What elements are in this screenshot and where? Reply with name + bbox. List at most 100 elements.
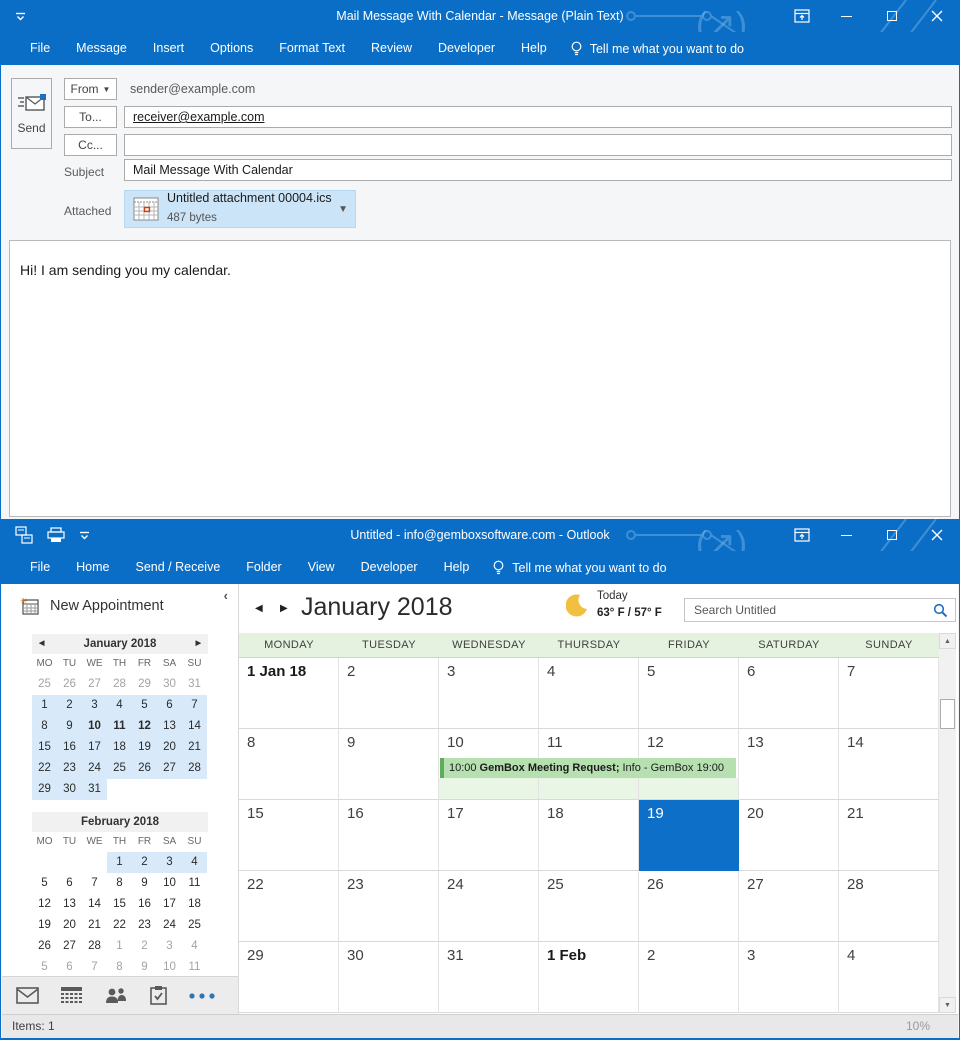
mini-date-cell[interactable]: 25 bbox=[107, 758, 132, 779]
mini-date-cell[interactable]: 9 bbox=[141, 961, 148, 973]
collapse-sidebar-icon[interactable]: ‹ bbox=[223, 588, 228, 603]
mini-date-cell[interactable]: 21 bbox=[182, 737, 207, 758]
mini-date-cell[interactable]: 10 bbox=[163, 877, 176, 889]
tasks-module-icon[interactable] bbox=[150, 986, 167, 1005]
menu-tab-send-receive[interactable]: Send / Receive bbox=[135, 560, 221, 574]
mini-date-cell[interactable]: 31 bbox=[188, 678, 201, 690]
next-month-icon[interactable]: ▶ bbox=[195, 640, 201, 647]
scroll-down-icon[interactable]: ▼ bbox=[939, 997, 956, 1013]
mini-date-cell[interactable]: 17 bbox=[82, 737, 107, 758]
mini-date-cell[interactable]: 13 bbox=[63, 898, 76, 910]
ribbon-display-options-icon[interactable] bbox=[779, 0, 824, 32]
calendar-day-cell[interactable]: 14 bbox=[839, 729, 939, 800]
vertical-scrollbar[interactable]: ▲ ▼ bbox=[939, 633, 956, 1013]
calendar-day-cell[interactable]: 30 bbox=[339, 942, 439, 1013]
send-button[interactable]: Send bbox=[11, 78, 52, 149]
mini-date-cell[interactable]: 6 bbox=[157, 695, 182, 716]
calendar-day-cell[interactable]: 18 bbox=[539, 800, 639, 871]
mini-date-cell[interactable]: 31 bbox=[82, 779, 107, 800]
mini-date-cell[interactable]: 28 bbox=[182, 758, 207, 779]
mini-date-cell[interactable]: 8 bbox=[116, 961, 123, 973]
mini-date-cell[interactable]: 17 bbox=[163, 898, 176, 910]
calendar-event[interactable]: 10:00 GemBox Meeting Request; Info - GemBo… bbox=[440, 758, 736, 778]
close-icon[interactable] bbox=[914, 0, 959, 32]
mini-date-cell[interactable]: 5 bbox=[132, 695, 157, 716]
calendar-day-cell[interactable]: 17 bbox=[439, 800, 539, 871]
mini-date-cell[interactable]: 23 bbox=[57, 758, 82, 779]
mini-date-cell[interactable]: 12 bbox=[132, 716, 157, 737]
mini-date-cell[interactable]: 8 bbox=[32, 716, 57, 737]
mini-date-cell[interactable]: 26 bbox=[38, 940, 51, 952]
mini-date-cell[interactable]: 11 bbox=[188, 961, 201, 973]
mini-date-cell[interactable]: 19 bbox=[132, 737, 157, 758]
quick-access-customize-icon[interactable] bbox=[79, 531, 90, 540]
mini-date-cell[interactable]: 25 bbox=[188, 919, 201, 931]
calendar-day-cell[interactable]: 21 bbox=[839, 800, 939, 871]
mini-date-cell[interactable]: 2 bbox=[141, 940, 148, 952]
to-button[interactable]: To... bbox=[64, 106, 117, 128]
maximize-icon[interactable] bbox=[869, 0, 914, 32]
menu-tab-folder[interactable]: Folder bbox=[246, 560, 282, 574]
mini-date-cell[interactable]: 26 bbox=[63, 678, 76, 690]
cc-button[interactable]: Cc... bbox=[64, 134, 117, 156]
calendar-day-cell[interactable]: 3 bbox=[739, 942, 839, 1013]
subject-field[interactable] bbox=[124, 159, 952, 181]
previous-period-icon[interactable]: ◀ bbox=[255, 603, 263, 614]
calendar-day-cell[interactable]: 1 Feb bbox=[539, 942, 639, 1013]
calendar-day-cell[interactable]: 28 bbox=[839, 871, 939, 942]
mini-date-cell[interactable]: 1 bbox=[116, 940, 123, 952]
mini-date-cell[interactable]: 24 bbox=[82, 758, 107, 779]
menu-tab-help[interactable]: Help bbox=[521, 41, 547, 55]
menu-tab-developer[interactable]: Developer bbox=[438, 41, 495, 55]
mini-date-cell[interactable]: 11 bbox=[188, 877, 201, 889]
calendar-day-cell[interactable]: 29 bbox=[239, 942, 339, 1013]
calendar-day-cell[interactable]: 5 bbox=[639, 658, 739, 729]
calendar-day-selected[interactable]: 19 bbox=[639, 800, 739, 871]
ribbon-display-options-icon[interactable] bbox=[779, 519, 824, 551]
mini-date-cell[interactable]: 15 bbox=[113, 898, 126, 910]
mini-date-cell[interactable]: 2 bbox=[132, 852, 157, 873]
mini-date-cell[interactable]: 3 bbox=[82, 695, 107, 716]
mini-date-cell[interactable]: 4 bbox=[182, 852, 207, 873]
calendar-day-cell[interactable]: 22 bbox=[239, 871, 339, 942]
mini-date-cell[interactable]: 22 bbox=[113, 919, 126, 931]
mail-module-icon[interactable] bbox=[16, 987, 39, 1004]
mini-date-cell[interactable]: 14 bbox=[182, 716, 207, 737]
mini-date-cell[interactable]: 12 bbox=[38, 898, 51, 910]
mini-date-cell[interactable]: 16 bbox=[57, 737, 82, 758]
calendar-day-cell[interactable]: 20 bbox=[739, 800, 839, 871]
mini-date-cell[interactable]: 3 bbox=[166, 940, 173, 952]
minimize-icon[interactable] bbox=[824, 519, 869, 551]
mini-date-cell[interactable]: 20 bbox=[63, 919, 76, 931]
menu-tab-view[interactable]: View bbox=[307, 560, 335, 574]
attachment-dropdown-icon[interactable]: ▼ bbox=[338, 203, 348, 215]
send-receive-icon[interactable] bbox=[15, 526, 33, 544]
menu-tab-insert[interactable]: Insert bbox=[152, 41, 185, 55]
mini-date-cell[interactable]: 10 bbox=[163, 961, 176, 973]
mini-date-cell[interactable]: 20 bbox=[157, 737, 182, 758]
menu-tab-file[interactable]: File bbox=[30, 41, 51, 55]
mini-date-cell[interactable]: 28 bbox=[88, 940, 101, 952]
people-module-icon[interactable] bbox=[104, 987, 128, 1004]
tell-me-box[interactable]: Tell me what you want to do bbox=[492, 560, 667, 576]
calendar-day-cell[interactable]: 25 bbox=[539, 871, 639, 942]
mini-date-cell[interactable]: 5 bbox=[41, 961, 48, 973]
mini-date-cell[interactable]: 21 bbox=[88, 919, 101, 931]
calendar-day-cell[interactable]: 16 bbox=[339, 800, 439, 871]
mini-date-cell[interactable]: 22 bbox=[32, 758, 57, 779]
mini-date-cell[interactable]: 29 bbox=[32, 779, 57, 800]
next-period-icon[interactable]: ▶ bbox=[280, 603, 288, 614]
to-field[interactable] bbox=[124, 106, 952, 128]
menu-tab-format-text[interactable]: Format Text bbox=[279, 41, 346, 55]
mini-date-cell[interactable]: 8 bbox=[116, 877, 123, 889]
cc-field[interactable] bbox=[124, 134, 952, 156]
minimize-icon[interactable] bbox=[824, 0, 869, 32]
mini-date-cell[interactable]: 6 bbox=[66, 877, 73, 889]
mini-date-cell[interactable]: 4 bbox=[107, 695, 132, 716]
mini-date-cell[interactable]: 2 bbox=[57, 695, 82, 716]
close-icon[interactable] bbox=[914, 519, 959, 551]
calendar-day-cell[interactable]: 13 bbox=[739, 729, 839, 800]
previous-month-icon[interactable]: ◀ bbox=[39, 640, 45, 647]
menu-tab-developer[interactable]: Developer bbox=[360, 560, 418, 574]
mini-date-cell[interactable]: 5 bbox=[41, 877, 48, 889]
